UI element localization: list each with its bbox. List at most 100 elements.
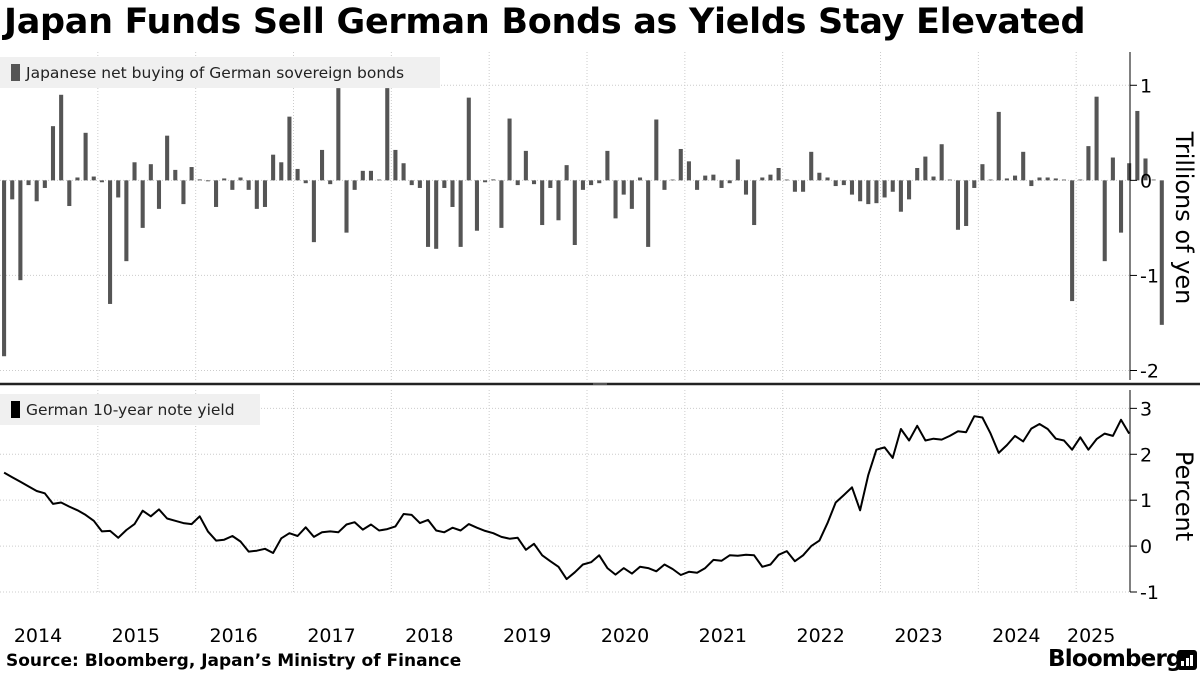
bar — [1127, 163, 1132, 181]
bar — [907, 180, 912, 200]
bar — [189, 167, 194, 181]
bar — [1086, 146, 1091, 181]
bar — [768, 174, 773, 181]
chart-title: Japan Funds Sell German Bonds as Yields … — [4, 2, 1086, 42]
bar — [1078, 179, 1083, 181]
x-tick-label: 2015 — [112, 625, 160, 647]
bar — [898, 180, 903, 212]
bottom-ytick-label: 1 — [1140, 490, 1152, 512]
top-ytick-label: -2 — [1140, 360, 1159, 382]
bar — [947, 179, 952, 181]
bar — [980, 164, 985, 181]
bar — [26, 180, 31, 186]
bar — [222, 178, 227, 181]
bar — [254, 180, 259, 209]
x-tick-label: 2023 — [894, 625, 942, 647]
bar — [156, 180, 162, 209]
bar — [1094, 96, 1099, 181]
bar — [1021, 151, 1026, 181]
bar — [311, 180, 316, 243]
bar — [1070, 180, 1075, 302]
bar — [776, 167, 781, 181]
bar — [931, 176, 936, 181]
bar — [165, 135, 170, 181]
bar — [858, 180, 863, 202]
top-legend-label: Japanese net buying of German sovereign … — [25, 64, 404, 82]
bar — [99, 180, 104, 183]
bar — [1053, 178, 1058, 181]
bar — [1118, 180, 1124, 233]
bar — [564, 165, 569, 181]
bar — [246, 180, 251, 190]
bar — [752, 180, 757, 226]
bar — [360, 170, 365, 181]
top-legend-swatch — [11, 64, 20, 81]
bar — [295, 168, 300, 181]
x-tick-label: 2016 — [209, 625, 257, 647]
bar — [662, 180, 667, 190]
x-tick-label: 2021 — [699, 625, 747, 647]
top-ytick-label: 0 — [1140, 170, 1152, 192]
bar — [450, 180, 455, 207]
bar — [1013, 175, 1018, 181]
bar — [678, 148, 683, 181]
bar — [1143, 158, 1148, 181]
bar — [629, 180, 634, 209]
bar — [352, 180, 357, 190]
bar — [915, 167, 920, 181]
bar — [377, 179, 382, 181]
bar — [964, 180, 969, 226]
bar — [34, 180, 39, 202]
bar — [882, 180, 887, 198]
bar — [368, 170, 373, 181]
bottom-ytick-label: -1 — [1140, 582, 1159, 604]
top-legend: Japanese net buying of German sovereign … — [0, 57, 440, 88]
bar — [474, 180, 479, 231]
bar — [148, 164, 153, 181]
top-ylabel: Trillions of yen — [1170, 131, 1198, 305]
bar — [996, 111, 1001, 181]
bar — [637, 177, 643, 181]
bar — [491, 179, 496, 181]
bar — [2, 180, 7, 357]
bar — [507, 118, 512, 181]
bar — [18, 180, 23, 281]
bar — [515, 180, 520, 186]
bar — [686, 161, 691, 181]
bar — [939, 144, 944, 181]
bar — [801, 180, 806, 192]
bar — [589, 180, 594, 186]
bar — [695, 180, 700, 190]
bar — [711, 174, 716, 181]
bar — [181, 180, 186, 205]
bar — [140, 180, 145, 228]
bar — [955, 180, 961, 230]
bar — [792, 180, 797, 192]
bar — [197, 179, 202, 181]
bar — [735, 159, 740, 181]
bar — [116, 180, 121, 198]
bar — [572, 180, 577, 245]
bar — [344, 180, 349, 233]
bar — [328, 180, 333, 185]
bar — [287, 116, 292, 181]
bar — [580, 180, 585, 190]
bar — [466, 97, 471, 181]
bar — [1159, 180, 1164, 325]
bar — [719, 180, 724, 188]
x-tick-label: 2019 — [503, 625, 551, 647]
bar — [132, 162, 137, 181]
bottom-ytick-label: 0 — [1140, 536, 1152, 558]
bar — [540, 180, 545, 226]
bar — [874, 180, 879, 204]
x-tick-label: 2024 — [992, 625, 1040, 647]
bar — [809, 151, 814, 181]
bar — [817, 172, 822, 181]
bar — [1102, 180, 1107, 262]
bottom-legend-swatch — [11, 401, 20, 418]
bar-series — [2, 88, 1164, 357]
x-tick-label: 2017 — [307, 625, 355, 647]
bar — [442, 180, 447, 188]
bar — [646, 180, 651, 247]
x-tick-label: 2025 — [1067, 625, 1115, 647]
